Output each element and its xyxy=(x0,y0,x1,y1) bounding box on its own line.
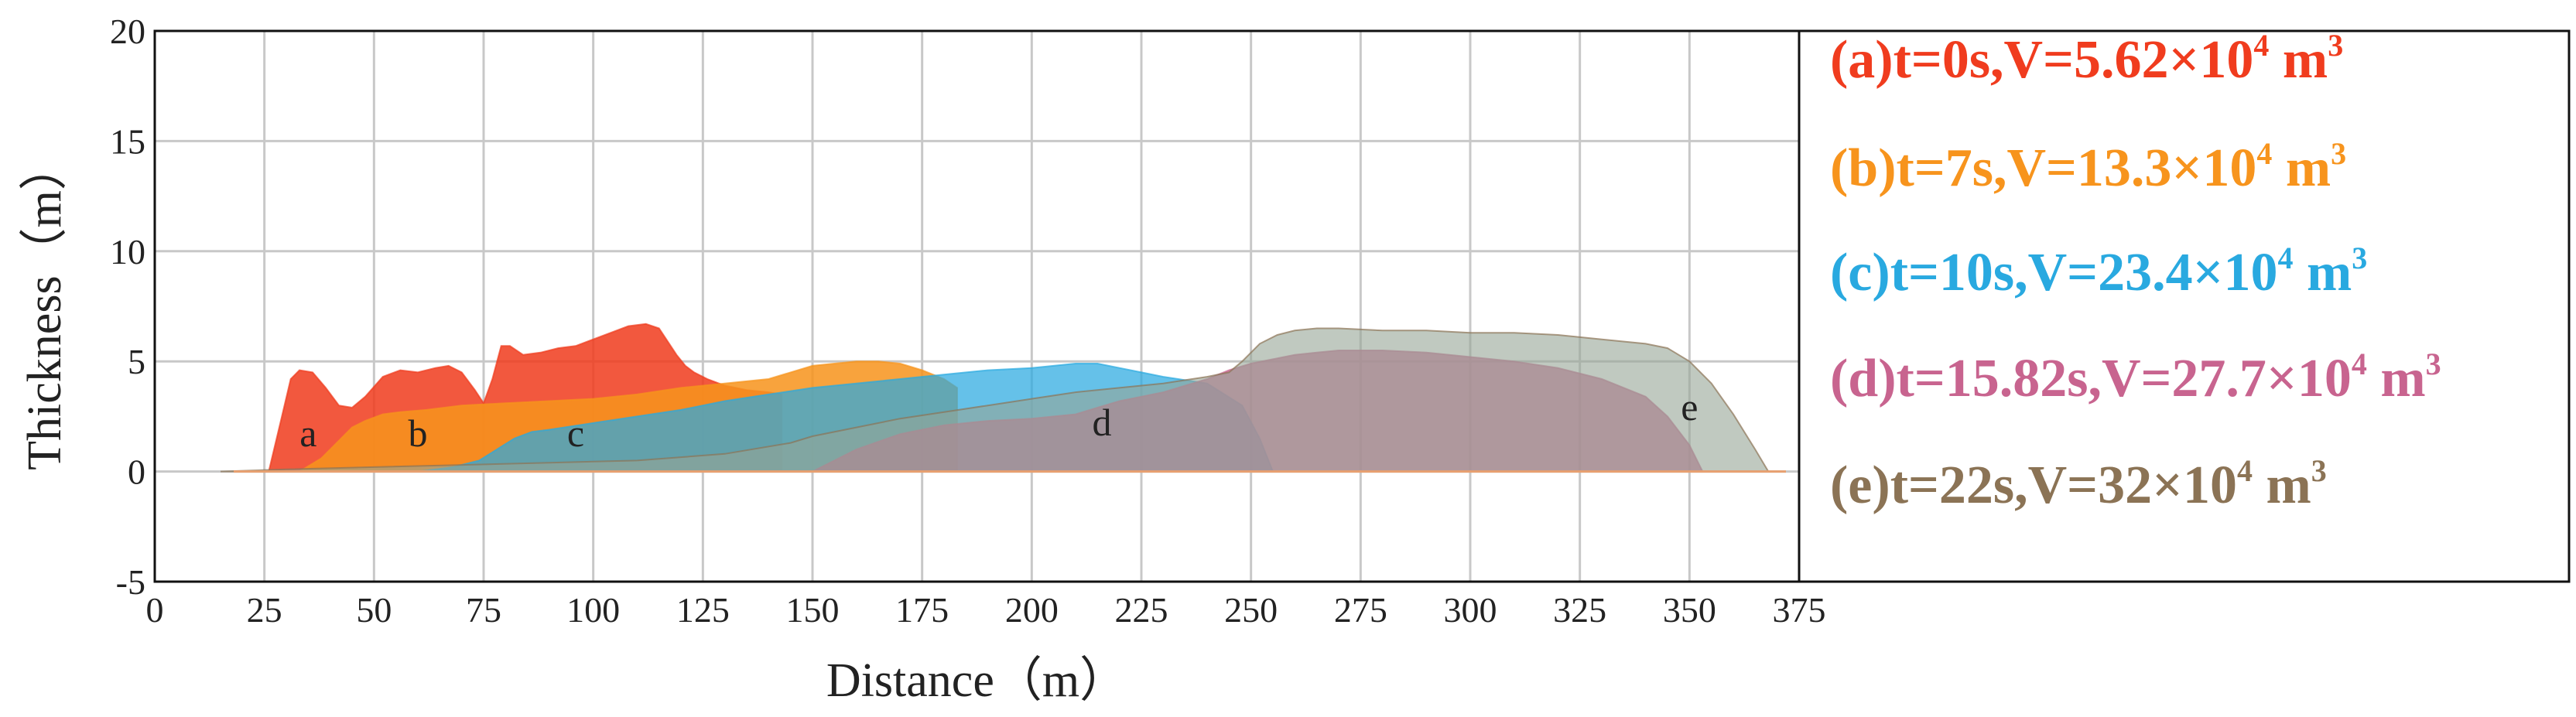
y-tick-label: 20 xyxy=(110,12,145,51)
legend: (a)t=0s,V=5.62×104 m3 (b)t=7s,V=13.3×104 … xyxy=(1830,28,2441,515)
curve-label-b: b xyxy=(409,411,428,455)
y-tick-label: 0 xyxy=(128,452,145,492)
x-tick-label: 250 xyxy=(1224,590,1278,630)
x-tick-label: 0 xyxy=(146,590,164,630)
x-tick-label: 375 xyxy=(1773,590,1826,630)
legend-frame xyxy=(1798,29,2571,583)
y-axis-title: Thickness（m） xyxy=(19,142,71,470)
grid xyxy=(153,29,1801,583)
curve-labels: a b c d e xyxy=(299,385,1698,455)
x-tick-label: 275 xyxy=(1334,590,1387,630)
x-tick-label: 200 xyxy=(1005,590,1059,630)
legend-entry-d: (d)t=15.82s,V=27.7×104 m3 xyxy=(1830,347,2441,408)
x-tick-label: 325 xyxy=(1553,590,1606,630)
curve-label-e: e xyxy=(1681,385,1698,428)
x-tick-label: 125 xyxy=(676,590,730,630)
x-tick-label: 25 xyxy=(247,590,282,630)
tick-labels: 0 25 50 75 100 125 150 175 200 225 250 275 300 325 350… xyxy=(110,12,1826,630)
series-areas xyxy=(220,323,1786,473)
series-area-e xyxy=(220,327,1770,473)
legend-entry-e: (e)t=22s,V=32×104 m3 xyxy=(1830,453,2327,515)
y-tick-label: 10 xyxy=(110,232,145,271)
curve-label-c: c xyxy=(567,411,584,455)
plot-frame xyxy=(153,29,1801,583)
legend-entry-b: (b)t=7s,V=13.3×104 m3 xyxy=(1830,136,2346,198)
legend-entry-a: (a)t=0s,V=5.62×104 m3 xyxy=(1830,28,2343,90)
x-tick-label: 150 xyxy=(786,590,840,630)
x-tick-label: 350 xyxy=(1663,590,1716,630)
x-tick-label: 75 xyxy=(466,590,501,630)
y-tick-label: -5 xyxy=(116,562,145,602)
x-axis-title: Distance（m） xyxy=(826,654,1127,707)
y-tick-label: 15 xyxy=(110,121,145,161)
x-tick-label: 225 xyxy=(1115,590,1168,630)
legend-entry-c: (c)t=10s,V=23.4×104 m3 xyxy=(1830,241,2367,302)
x-tick-label: 175 xyxy=(895,590,949,630)
x-tick-label: 50 xyxy=(356,590,392,630)
y-tick-label: 5 xyxy=(128,342,145,381)
x-tick-label: 100 xyxy=(566,590,620,630)
curve-label-d: d xyxy=(1093,401,1112,444)
curve-label-a: a xyxy=(299,411,316,455)
x-tick-label: 300 xyxy=(1444,590,1497,630)
